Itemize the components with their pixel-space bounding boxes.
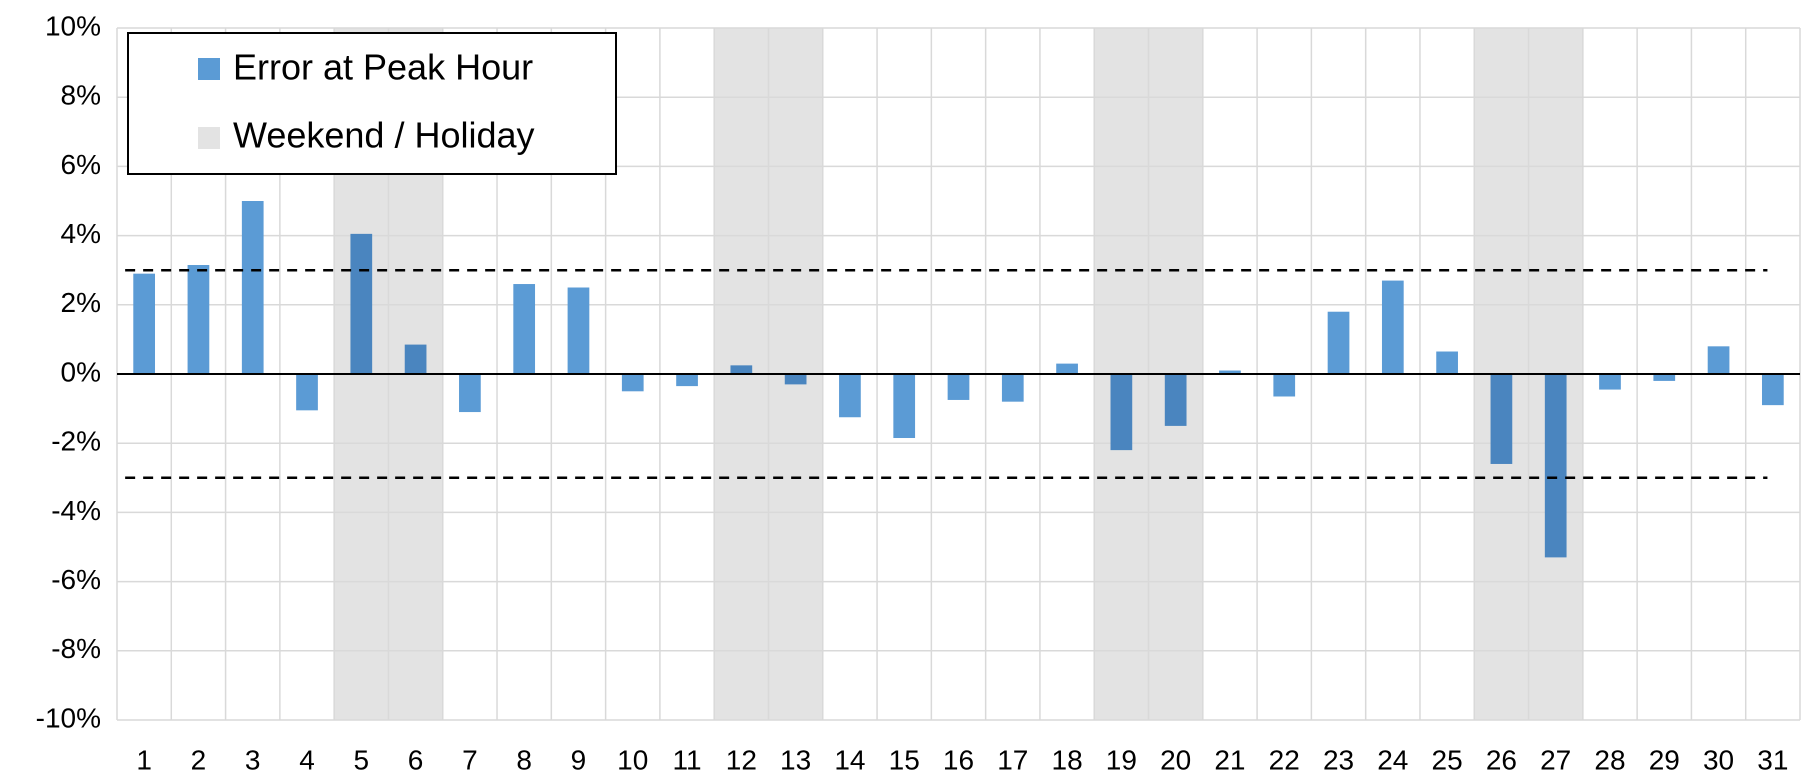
bar [513,284,536,374]
x-tick-label: 19 [1106,744,1137,775]
bar [730,365,753,374]
x-tick-label: 2 [191,744,207,775]
y-tick-label: -8% [51,633,101,664]
bar [459,374,481,413]
x-tick-label: 5 [354,744,370,775]
x-tick-label: 16 [943,744,974,775]
bar [1219,370,1241,374]
bar [1599,374,1621,390]
x-tick-label: 12 [726,744,757,775]
bar [676,374,698,387]
y-tick-label: 4% [61,218,101,249]
bar [1381,280,1404,374]
x-tick-label: 7 [462,744,478,775]
x-tick-label: 27 [1540,744,1571,775]
x-tick-label: 25 [1432,744,1463,775]
bar [621,374,644,392]
legend-label: Error at Peak Hour [233,47,533,88]
bar [1544,374,1567,558]
x-tick-label: 30 [1703,744,1734,775]
bar [1164,374,1187,426]
y-tick-label: -10% [36,702,101,733]
legend-swatch [198,127,220,149]
x-tick-label: 3 [245,744,261,775]
legend-swatch [198,58,220,80]
labels-layer: -10%-8%-6%-4%-2%0%2%4%6%8%10%1 2 3 4 5 6 7 8 9 10… [36,10,1800,775]
x-tick-label: 9 [571,744,587,775]
bar [1707,346,1730,374]
x-tick-label: 17 [997,744,1028,775]
x-tick-label: 29 [1649,744,1680,775]
x-tick-label: 13 [780,744,811,775]
x-tick-label: 31 [1757,744,1788,775]
bar [350,233,373,374]
bar [1110,374,1133,451]
bar [1436,351,1458,374]
legend-label: Weekend / Holiday [233,115,535,156]
x-tick-label: 14 [834,744,865,775]
y-tick-label: -4% [51,495,101,526]
bar [567,287,590,374]
x-tick-label: 24 [1377,744,1408,775]
x-tick-label: 11 [673,744,702,775]
x-tick-label: 10 [617,744,648,775]
bar [404,344,427,374]
bar [839,374,861,418]
bar [133,273,156,374]
x-tick-label: 1 [136,744,152,775]
bar [1001,374,1024,402]
bar [1273,374,1296,397]
bars-layer [133,201,1784,558]
x-tick-label: 18 [1052,744,1083,775]
x-tick-label: 6 [408,744,424,775]
y-tick-label: 10% [45,10,101,41]
x-tick-label: 4 [299,744,315,775]
x-tick-label: 22 [1269,744,1300,775]
x-tick-label: 15 [889,744,920,775]
y-tick-label: 6% [61,149,101,180]
y-tick-label: 8% [61,80,101,111]
y-tick-label: -6% [51,564,101,595]
x-tick-label: 23 [1323,744,1354,775]
y-tick-label: -2% [51,426,101,457]
x-tick-label: 26 [1486,744,1517,775]
bar [1653,374,1676,381]
x-tick-label: 8 [516,744,532,775]
y-tick-label: 2% [61,287,101,318]
bar [187,265,210,374]
bar [296,374,318,411]
bar [947,374,970,400]
bar [1327,311,1350,374]
bar [1490,374,1513,464]
bar [1761,374,1784,406]
x-tick-label: 28 [1594,744,1625,775]
y-tick-label: 0% [61,356,101,387]
bar [241,201,264,374]
legend-box [127,32,617,175]
bar [1056,363,1078,374]
bar [784,374,807,385]
x-tick-label: 21 [1214,744,1245,775]
x-tick-label: 20 [1160,744,1191,775]
bar [893,374,916,439]
